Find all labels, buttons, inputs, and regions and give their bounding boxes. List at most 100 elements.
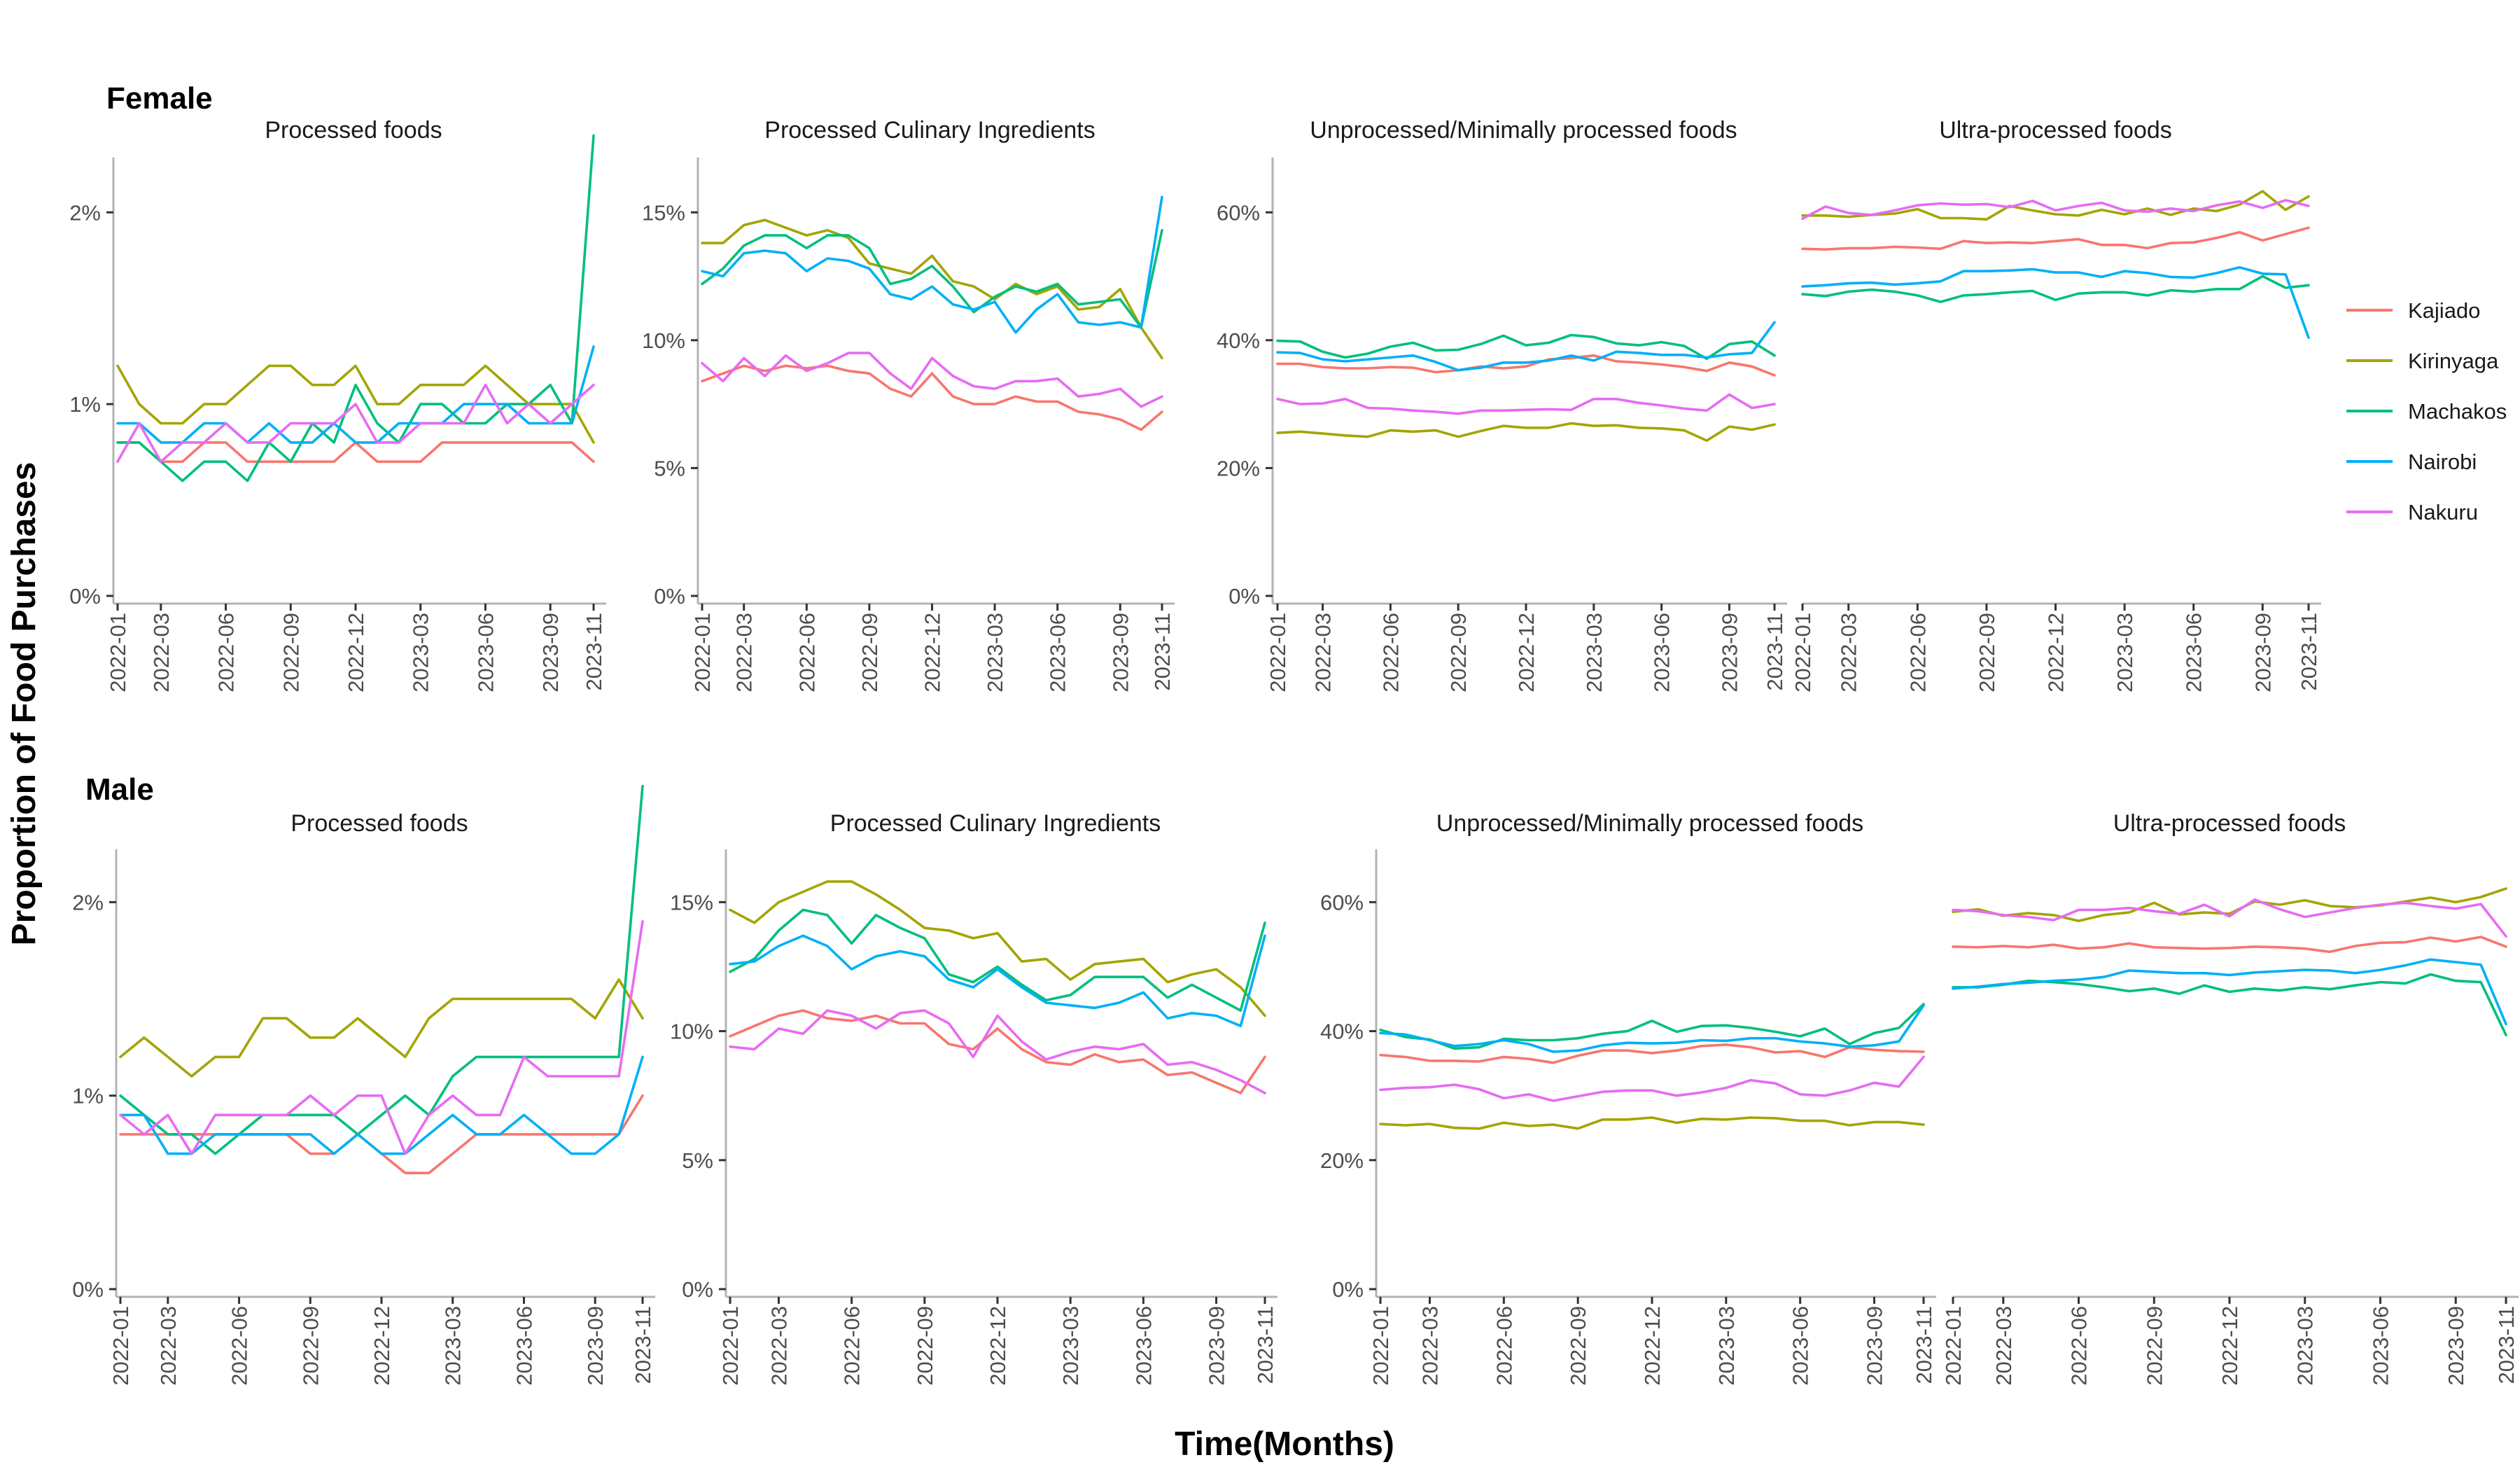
- series-line-kirinyaga: [729, 880, 1266, 1017]
- x-tick-label: 2022-06: [227, 1306, 252, 1386]
- y-tick-label: 15%: [670, 890, 713, 915]
- legend-item: Nairobi: [2346, 450, 2477, 474]
- x-tick-label: 2023-06: [1131, 1306, 1156, 1386]
- x-tick-label: 2022-03: [732, 613, 757, 693]
- panel-title: Processed Culinary Ingredients: [830, 810, 1161, 837]
- series-line-kajiado: [701, 364, 1163, 431]
- x-tick-label: 2022-12: [2218, 1306, 2242, 1386]
- x-tick-label: 2023-03: [1058, 1306, 1083, 1386]
- x-tick-label: 2022-03: [156, 1306, 181, 1386]
- series-line-nairobi: [116, 345, 595, 444]
- panel-male-2: Processed Culinary Ingredients 0% 5% 10% 15%…: [670, 810, 1278, 1386]
- legend: Kajiado Kirinyaga Machakos Nairobi Nakuru: [2346, 298, 2507, 524]
- y-tick-label: 2%: [72, 890, 104, 915]
- x-tick-label: 2023-03: [441, 1306, 465, 1386]
- x-tick-label: 2022-03: [766, 1306, 791, 1386]
- series-line-machakos: [729, 908, 1266, 1012]
- x-tick-label: 2023-09: [583, 1306, 608, 1386]
- x-tick-label: 2022-12: [344, 613, 368, 693]
- y-tick-label: 40%: [1217, 328, 1260, 353]
- panel-title: Unprocessed/Minimally processed foods: [1310, 117, 1737, 144]
- x-tick-label: 2023-11: [2297, 613, 2321, 690]
- x-axis-title: Time(Months): [1175, 1426, 1394, 1463]
- legend-item: Kirinyaga: [2346, 349, 2499, 373]
- panel-female-4: Ultra-processed foods 2022-01 2022-03 2022-…: [1791, 117, 2321, 693]
- panel-male-4: Ultra-processed foods 2022-01 2022-03 2022-…: [1941, 810, 2519, 1386]
- x-tick-label: 2022-06: [1905, 613, 1930, 693]
- series-line-machakos: [1276, 333, 1776, 361]
- x-tick-label: 2022-01: [1791, 613, 1815, 693]
- series-line-nakuru: [119, 920, 644, 1155]
- facet-group-label-female: Female: [106, 81, 213, 116]
- series-line-kajiado: [1952, 936, 2507, 954]
- x-tick-label: 2023-03: [983, 613, 1007, 693]
- series-line-kirinyaga: [116, 364, 595, 444]
- series-line-nairobi: [1801, 265, 2310, 340]
- x-tick-label: 2022-12: [1640, 1306, 1665, 1386]
- y-tick-label: 0%: [1228, 584, 1260, 609]
- panel-female-3: Unprocessed/Minimally processed foods 0% 2…: [1217, 117, 1787, 693]
- x-tick-label: 2022-03: [149, 613, 174, 693]
- x-tick-label: 2023-09: [1205, 1306, 1229, 1386]
- x-tick-label: 2022-12: [986, 1306, 1010, 1386]
- x-tick-label: 2022-09: [1975, 613, 1999, 693]
- series-line-kirinyaga: [1952, 887, 2507, 922]
- x-tick-label: 2023-09: [1108, 613, 1133, 693]
- legend-label: Machakos: [2408, 399, 2507, 424]
- x-tick-label: 2022-03: [1311, 613, 1336, 693]
- x-tick-label: 2022-09: [1566, 1306, 1590, 1386]
- panel-male-1: Processed foods 0% 1% 2% 2022-01 2022-03 2022-…: [72, 784, 655, 1386]
- x-tick-label: 2022-06: [840, 1306, 864, 1386]
- series-line-machakos: [1379, 1003, 1925, 1050]
- series-line-machakos: [119, 784, 644, 1155]
- x-tick-label: 2023-11: [582, 613, 606, 690]
- y-tick-label: 0%: [654, 584, 685, 609]
- x-tick-label: 2023-06: [1788, 1306, 1813, 1386]
- panel-title: Unprocessed/Minimally processed foods: [1436, 810, 1863, 837]
- x-tick-label: 2023-03: [2293, 1306, 2318, 1386]
- y-tick-label: 20%: [1320, 1148, 1364, 1173]
- x-tick-label: 2023-11: [2494, 1306, 2519, 1384]
- y-tick-label: 2%: [69, 200, 101, 225]
- panel-title: Processed foods: [290, 810, 468, 837]
- x-tick-label: 2022-12: [2044, 613, 2068, 693]
- legend-label: Nakuru: [2408, 500, 2478, 524]
- series-line-nairobi: [729, 934, 1266, 1027]
- x-tick-label: 2022-01: [1941, 1306, 1966, 1386]
- y-tick-label: 0%: [69, 584, 101, 609]
- x-tick-label: 2022-12: [1514, 613, 1539, 693]
- x-tick-label: 2023-09: [1717, 613, 1742, 693]
- x-tick-label: 2023-09: [1862, 1306, 1886, 1386]
- series-line-nakuru: [729, 1009, 1266, 1094]
- y-tick-label: 60%: [1217, 200, 1260, 225]
- x-tick-label: 2023-09: [2250, 613, 2275, 693]
- series-line-nairobi: [1379, 1003, 1925, 1053]
- x-tick-label: 2023-06: [512, 1306, 536, 1386]
- x-tick-label: 2023-03: [1714, 1306, 1739, 1386]
- x-tick-label: 2022-06: [214, 613, 239, 693]
- panel-title: Processed Culinary Ingredients: [764, 117, 1095, 144]
- series-line-kirinyaga: [701, 218, 1163, 360]
- series-line-nakuru: [1276, 393, 1776, 415]
- y-tick-label: 0%: [1332, 1277, 1364, 1302]
- y-tick-label: 1%: [69, 392, 101, 417]
- x-tick-label: 2022-06: [1492, 1306, 1516, 1386]
- series-line-kirinyaga: [1801, 190, 2310, 221]
- facet-group-label-male: Male: [85, 772, 154, 807]
- x-tick-label: 2023-06: [473, 613, 498, 693]
- panel-female-1: Processed foods 0% 1% 2% 2022-01 2022-03 2022-…: [69, 117, 606, 693]
- series-line-kajiado: [119, 1094, 644, 1174]
- x-tick-label: 2022-01: [106, 613, 130, 693]
- x-tick-label: 2023-06: [1650, 613, 1674, 693]
- x-tick-label: 2022-01: [718, 1306, 743, 1386]
- legend-label: Kirinyaga: [2408, 349, 2499, 373]
- x-tick-label: 2023-11: [631, 1306, 655, 1384]
- series-line-kajiado: [116, 441, 595, 464]
- x-tick-label: 2022-06: [2067, 1306, 2092, 1386]
- x-tick-label: 2022-12: [370, 1306, 394, 1386]
- series-line-kajiado: [1379, 1043, 1925, 1064]
- series-line-nakuru: [1379, 1055, 1925, 1102]
- x-tick-label: 2022-06: [1378, 613, 1403, 693]
- y-tick-label: 5%: [654, 456, 685, 480]
